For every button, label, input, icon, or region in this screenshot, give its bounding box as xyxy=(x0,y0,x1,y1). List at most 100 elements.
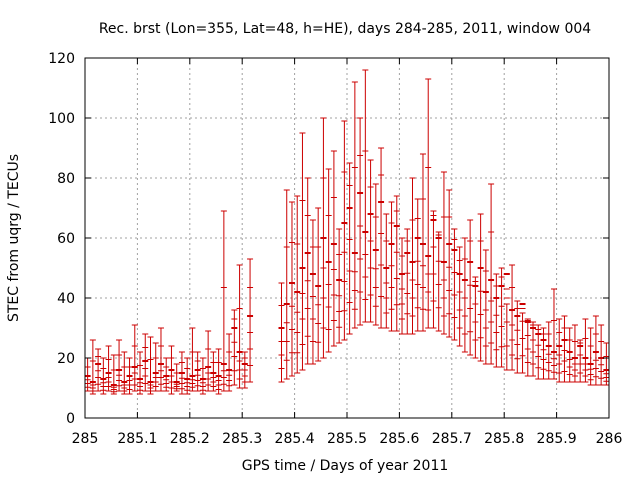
data-point xyxy=(341,120,348,341)
data-point xyxy=(205,330,212,392)
x-tick-label: 285.6 xyxy=(379,431,419,447)
data-point xyxy=(530,321,537,377)
data-point xyxy=(236,264,243,389)
x-tick-label: 285.7 xyxy=(432,431,472,447)
data-point xyxy=(440,171,447,335)
data-point xyxy=(414,198,421,332)
y-tick-label: 60 xyxy=(57,231,75,247)
data-point xyxy=(294,195,301,374)
data-point xyxy=(105,345,112,392)
y-tick-label: 0 xyxy=(66,411,75,427)
data-point xyxy=(163,357,170,392)
data-point xyxy=(561,315,568,383)
data-point xyxy=(378,147,385,329)
y-tick-label: 40 xyxy=(57,291,75,307)
data-point xyxy=(336,228,343,344)
data-point xyxy=(283,189,290,380)
data-point xyxy=(587,327,594,386)
data-point xyxy=(288,201,295,377)
data-point xyxy=(157,327,164,392)
data-point xyxy=(456,246,463,347)
data-point xyxy=(100,357,107,395)
x-tick-label: 285.5 xyxy=(327,431,367,447)
data-point xyxy=(147,336,154,395)
data-point xyxy=(142,333,149,392)
y-tick-label: 80 xyxy=(57,171,75,187)
data-point xyxy=(278,282,285,383)
data-point xyxy=(393,195,400,332)
data-point xyxy=(210,351,217,392)
data-point xyxy=(524,318,531,377)
data-point xyxy=(383,213,390,329)
data-point xyxy=(137,351,144,395)
data-point xyxy=(299,132,306,371)
data-point xyxy=(215,348,222,395)
data-point xyxy=(509,264,516,371)
x-tick-label: 285.3 xyxy=(222,431,262,447)
data-point xyxy=(351,81,358,329)
data-point xyxy=(598,324,605,386)
data-point xyxy=(189,327,196,392)
x-tick-label: 285 xyxy=(72,431,99,447)
data-point xyxy=(367,159,374,323)
data-point xyxy=(419,153,426,332)
data-point xyxy=(241,351,248,389)
data-point xyxy=(126,357,133,395)
data-point xyxy=(116,339,123,392)
data-point xyxy=(309,219,316,365)
data-point xyxy=(404,228,411,335)
y-tick-label: 100 xyxy=(48,111,75,127)
data-point xyxy=(95,348,102,392)
data-point xyxy=(503,273,510,371)
data-point xyxy=(577,339,584,383)
data-point xyxy=(199,357,206,395)
y-axis-title: STEC from uqrg / TECUs xyxy=(6,154,22,322)
data-point xyxy=(519,303,526,374)
data-point xyxy=(325,168,332,353)
data-point xyxy=(545,321,552,380)
chart-title: Rec. brst (Lon=355, Lat=48, h=HE), days … xyxy=(99,21,591,37)
data-point xyxy=(603,342,610,386)
data-point xyxy=(582,318,589,383)
data-point xyxy=(320,117,327,359)
data-point xyxy=(566,327,573,383)
x-tick-label: 285.4 xyxy=(275,431,315,447)
data-point xyxy=(461,237,468,353)
x-tick-label: 285.2 xyxy=(170,431,210,447)
data-point xyxy=(110,354,117,395)
data-point xyxy=(178,351,185,395)
data-point xyxy=(304,177,311,365)
data-point xyxy=(556,318,563,383)
data-point xyxy=(152,342,159,392)
data-point xyxy=(467,219,474,356)
error-bars xyxy=(84,69,610,395)
data-point xyxy=(220,210,227,392)
data-point xyxy=(409,177,416,335)
data-point xyxy=(372,183,379,326)
y-tick-label: 20 xyxy=(57,351,75,367)
data-point xyxy=(399,237,406,335)
data-point xyxy=(357,117,364,326)
data-point xyxy=(425,78,432,329)
data-point xyxy=(472,276,479,359)
data-point xyxy=(226,333,233,392)
data-point xyxy=(571,324,578,383)
data-point xyxy=(493,273,500,368)
data-point xyxy=(168,345,175,395)
data-point xyxy=(346,162,353,335)
data-point xyxy=(446,189,453,338)
data-point xyxy=(540,327,547,380)
data-point xyxy=(550,288,557,380)
data-point xyxy=(184,357,191,395)
data-point xyxy=(435,231,442,332)
data-point xyxy=(315,207,322,362)
x-tick-label: 285.1 xyxy=(117,431,157,447)
data-point xyxy=(388,201,395,332)
x-tick-label: 286 xyxy=(596,431,623,447)
data-point xyxy=(482,249,489,365)
data-point xyxy=(514,300,521,374)
x-tick-label: 285.8 xyxy=(484,431,524,447)
data-point xyxy=(592,315,599,386)
data-point xyxy=(173,363,180,392)
